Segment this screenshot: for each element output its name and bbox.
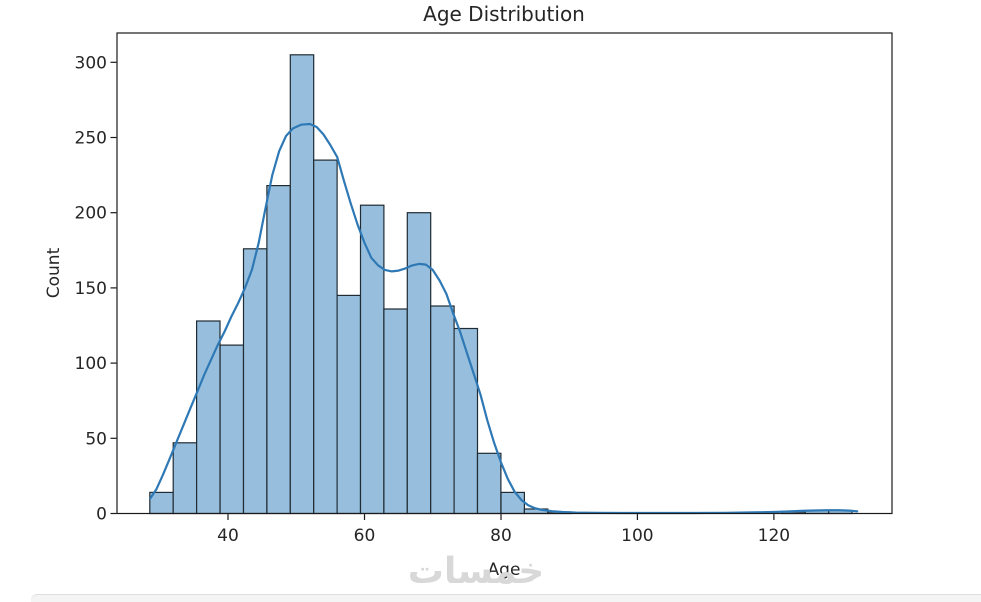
- x-axis-label: Age: [488, 560, 521, 580]
- x-tick-label: 80: [490, 526, 512, 546]
- y-tick-label: 250: [75, 129, 107, 149]
- page-bottom-strip: [31, 594, 981, 602]
- histogram-bar: [266, 185, 291, 515]
- histogram-bar: [219, 344, 245, 515]
- histogram-bar: [172, 442, 198, 515]
- histogram-bar: [453, 327, 479, 515]
- khamsat-watermark: خمسات: [407, 551, 545, 592]
- y-tick-label: 200: [75, 204, 107, 224]
- histogram-bar: [430, 305, 455, 515]
- x-tick-label: 60: [354, 526, 376, 546]
- histogram-bar: [476, 452, 502, 515]
- histogram-bar: [359, 204, 385, 515]
- x-tick-label: 100: [621, 526, 653, 546]
- histogram-bar: [406, 212, 432, 515]
- chart-title: Age Distribution: [423, 2, 585, 26]
- plot-area: 40 60 80 100 120 0 50 100 150 200 250 300: [75, 32, 893, 546]
- y-tick-label: 100: [75, 354, 107, 374]
- plot-frame: [116, 32, 893, 515]
- y-axis-label: Count: [44, 247, 64, 298]
- x-tick-label: 40: [217, 526, 239, 546]
- x-tick-label: 120: [758, 526, 790, 546]
- histogram-bar: [383, 308, 408, 515]
- y-tick-label: 0: [96, 505, 107, 525]
- y-tick-label: 150: [75, 279, 107, 299]
- histogram-bar: [336, 294, 362, 515]
- histogram-bar: [500, 491, 525, 515]
- y-tick-label: 50: [85, 429, 107, 449]
- histogram-bar: [242, 248, 268, 515]
- y-tick-label: 300: [75, 53, 107, 73]
- histogram-bar: [313, 159, 338, 515]
